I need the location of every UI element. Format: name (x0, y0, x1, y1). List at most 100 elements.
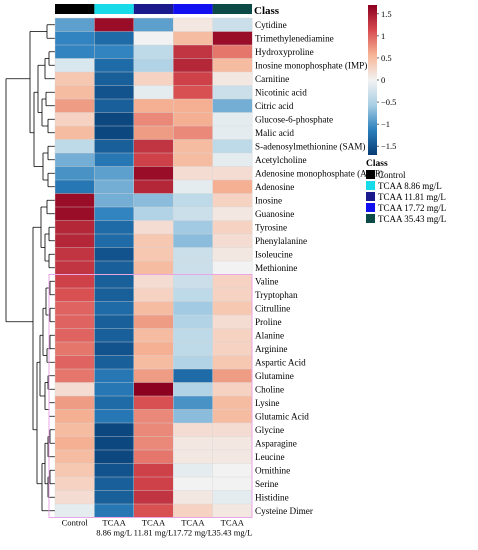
heatmap-cell (172, 328, 214, 343)
row-label: Histidine (255, 493, 289, 503)
heatmap-cell (172, 382, 214, 397)
heatmap-cell (133, 58, 174, 73)
color-scale-tick-label: 1 (381, 31, 385, 41)
dendrogram-branch (32, 226, 41, 431)
row-label: Citric acid (255, 101, 294, 111)
legend-label: Control (378, 170, 406, 180)
heatmap-cell (212, 152, 253, 168)
heatmap-cell (133, 422, 174, 438)
dendrogram-branch (5, 78, 33, 323)
heatmap-cell (212, 436, 253, 451)
heatmap-cell (133, 247, 174, 262)
row-label: Adenosine (255, 182, 294, 192)
heatmap-cell (94, 31, 135, 46)
heatmap-cell (172, 71, 214, 87)
legend-swatch (366, 192, 375, 201)
row-label: Proline (255, 317, 282, 327)
dendrogram-branch (49, 334, 55, 350)
heatmap-cell (94, 98, 135, 114)
heatmap-cell (54, 193, 95, 208)
legend-swatch (366, 181, 375, 190)
heatmap-cell (133, 503, 174, 519)
dendrogram-branch (45, 91, 55, 107)
row-label: Lysine (255, 398, 280, 408)
heatmap-cell (133, 260, 174, 276)
heatmap-cell (94, 341, 135, 357)
heatmap-cell (212, 233, 253, 249)
heatmap-cell (133, 31, 174, 46)
heatmap-cell (94, 503, 135, 519)
heatmap-cell (212, 166, 253, 181)
heatmap-cell (212, 17, 253, 33)
heatmap-cell (54, 463, 95, 478)
heatmap-cell (172, 31, 214, 46)
heatmap-cell (94, 233, 135, 249)
heatmap-cell (54, 179, 95, 195)
heatmap-cell (212, 476, 253, 492)
heatmap-cell (94, 368, 135, 384)
heatmap-cell (94, 166, 135, 181)
heatmap-cell (172, 409, 214, 424)
heatmap-cell (54, 395, 95, 411)
row-label: Glutamine (255, 371, 294, 381)
row-label: Alanine (255, 331, 284, 341)
heatmap-cell (212, 44, 253, 60)
heatmap-cell (172, 193, 214, 208)
heatmap-cell (172, 233, 214, 249)
heatmap-cell (172, 422, 214, 438)
row-label: Cysteine Dimer (255, 506, 313, 516)
heatmap-cell (133, 71, 174, 87)
row-dendrogram (5, 24, 55, 512)
row-label: Leucine (255, 452, 285, 462)
dendrogram-branch (47, 172, 55, 188)
heatmap-cell (54, 260, 95, 276)
heatmap-cell (54, 85, 95, 100)
heatmap-cell (54, 503, 95, 519)
heatmap-cell (172, 139, 214, 154)
dendrogram-branch (33, 91, 43, 167)
dendrogram-branch (48, 51, 55, 66)
row-label: Tyrosine (255, 223, 287, 233)
dendrogram-branch (48, 226, 55, 242)
heatmap-cell (172, 436, 214, 451)
class-bar-cell (173, 4, 213, 14)
heatmap-cell (54, 449, 95, 465)
heatmap-cell (172, 179, 214, 195)
heatmap-cell (94, 17, 135, 33)
heatmap-cell (54, 382, 95, 397)
heatmap-cell (54, 422, 95, 438)
heatmap-cell (94, 112, 135, 127)
heatmap-cell (54, 274, 95, 289)
row-label: Cytidine (255, 20, 287, 30)
dendrogram-branch (44, 58, 55, 80)
heatmap-cell (94, 490, 135, 505)
heatmap-cell (212, 395, 253, 411)
row-label: Hydroxyproline (255, 47, 314, 57)
column-label: TCAA (102, 518, 126, 528)
heatmap-cell (54, 125, 95, 141)
dendrogram-branch (49, 280, 55, 296)
heatmap-cell (172, 355, 214, 370)
class-bar-cell (133, 4, 174, 14)
row-label: Glucose-6-phosphate (255, 115, 333, 125)
heatmap-cell (172, 395, 214, 411)
heatmap-cell (212, 85, 253, 100)
heatmap-cell (212, 341, 253, 357)
heatmap-cell (133, 125, 174, 141)
legend-swatch (366, 170, 375, 179)
heatmap-cell (172, 449, 214, 465)
row-label: Methionine (255, 263, 297, 273)
row-label: Nicotinic acid (255, 88, 307, 98)
heatmap-cell (133, 98, 174, 114)
heatmap-cell (172, 314, 214, 330)
column-label: TCAA (142, 518, 166, 528)
dendrogram-branch (37, 64, 45, 113)
heatmap-cell (172, 274, 214, 289)
heatmap-cell (172, 220, 214, 235)
heatmap-cell (133, 233, 174, 249)
column-label: 17.72 mg/L (173, 528, 213, 538)
heatmap-cell (172, 368, 214, 384)
heatmap-cell (133, 382, 174, 397)
heatmap-cell (54, 301, 95, 316)
